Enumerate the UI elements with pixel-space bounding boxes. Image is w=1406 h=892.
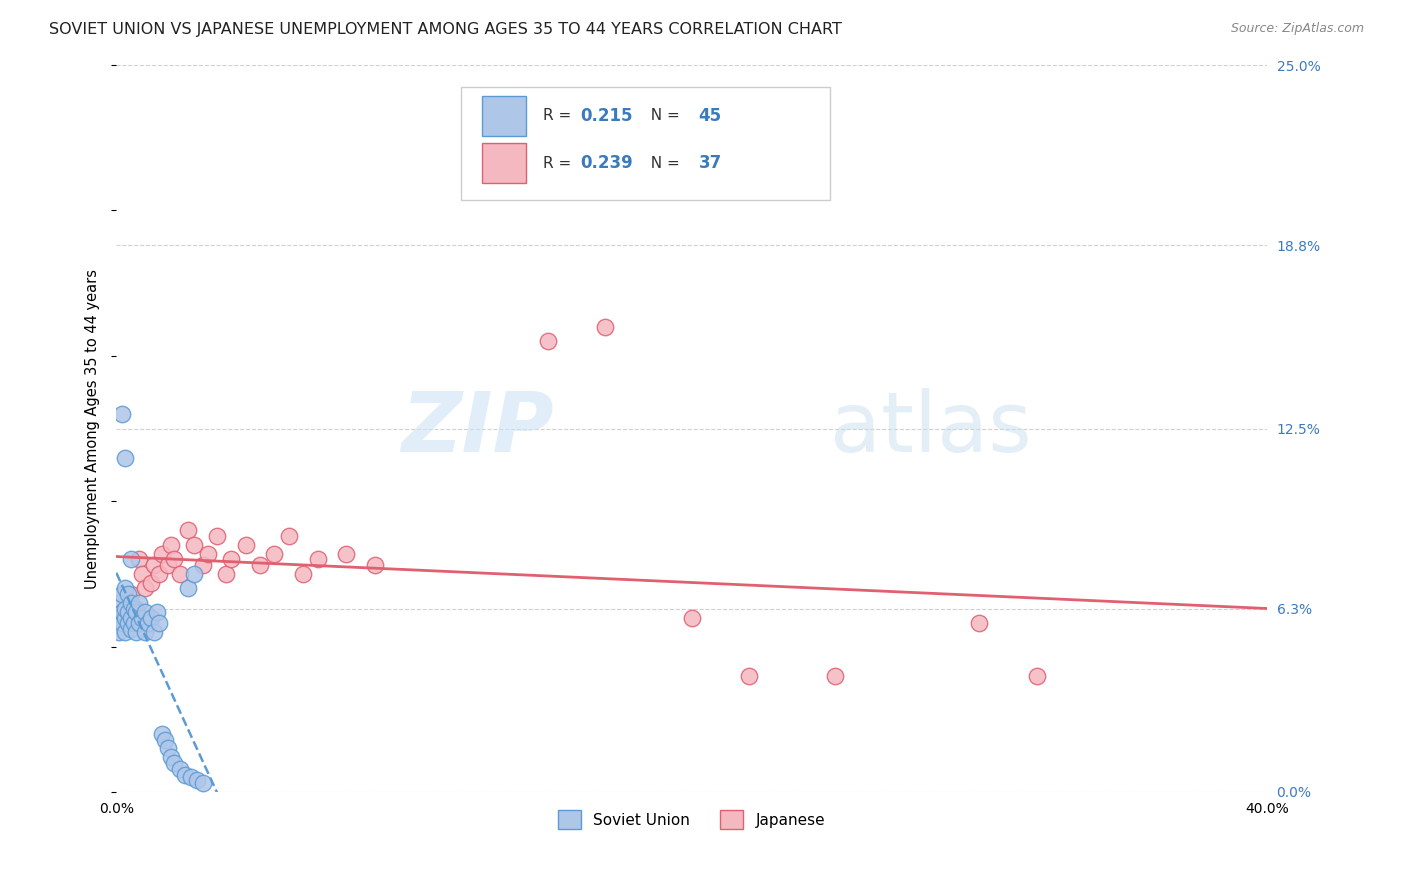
Point xyxy=(114,602,136,616)
Point xyxy=(111,407,134,421)
Point xyxy=(191,776,214,790)
Point xyxy=(335,547,357,561)
Point xyxy=(364,558,387,573)
Point xyxy=(307,552,329,566)
Point xyxy=(134,582,156,596)
Point xyxy=(128,552,150,566)
Text: Source: ZipAtlas.com: Source: ZipAtlas.com xyxy=(1230,22,1364,36)
Point xyxy=(738,668,761,682)
Legend: Soviet Union, Japanese: Soviet Union, Japanese xyxy=(551,805,831,835)
Point xyxy=(214,566,236,581)
Point xyxy=(153,732,176,747)
Text: 0.215: 0.215 xyxy=(579,107,633,125)
Point xyxy=(292,566,315,581)
Point xyxy=(169,762,191,776)
Point xyxy=(180,771,202,785)
Point xyxy=(136,616,159,631)
Point xyxy=(125,602,148,616)
Point xyxy=(125,605,148,619)
Point xyxy=(163,756,186,770)
FancyBboxPatch shape xyxy=(461,87,830,200)
Point xyxy=(148,616,170,631)
Bar xyxy=(482,96,526,136)
Point xyxy=(145,605,167,619)
Point xyxy=(120,610,142,624)
Point xyxy=(183,538,205,552)
Point xyxy=(174,767,197,781)
Point xyxy=(128,616,150,631)
Point xyxy=(150,547,173,561)
Point xyxy=(249,558,271,573)
Point xyxy=(108,610,131,624)
Text: N =: N = xyxy=(641,156,685,170)
Point xyxy=(150,727,173,741)
Point xyxy=(824,668,846,682)
Point xyxy=(108,596,131,610)
Point xyxy=(117,610,139,624)
Text: 45: 45 xyxy=(699,107,721,125)
Text: ZIP: ZIP xyxy=(401,388,554,469)
Text: 0.239: 0.239 xyxy=(579,154,633,172)
Point xyxy=(163,552,186,566)
Point xyxy=(537,334,560,349)
Point xyxy=(117,587,139,601)
Point xyxy=(134,625,156,640)
Point xyxy=(114,582,136,596)
Point xyxy=(142,558,165,573)
Text: atlas: atlas xyxy=(830,388,1032,469)
Point xyxy=(134,605,156,619)
Point xyxy=(186,773,208,788)
Point xyxy=(139,610,162,624)
Point xyxy=(277,529,299,543)
Point xyxy=(111,605,134,619)
Point xyxy=(967,616,990,631)
Point xyxy=(122,602,145,616)
Point xyxy=(111,616,134,631)
Point xyxy=(169,566,191,581)
Point xyxy=(120,552,142,566)
Text: SOVIET UNION VS JAPANESE UNEMPLOYMENT AMONG AGES 35 TO 44 YEARS CORRELATION CHAR: SOVIET UNION VS JAPANESE UNEMPLOYMENT AM… xyxy=(49,22,842,37)
Y-axis label: Unemployment Among Ages 35 to 44 years: Unemployment Among Ages 35 to 44 years xyxy=(86,268,100,589)
Point xyxy=(131,610,153,624)
Point xyxy=(681,610,703,624)
Point xyxy=(114,625,136,640)
Point xyxy=(148,566,170,581)
Point xyxy=(139,575,162,590)
Point xyxy=(177,582,200,596)
Point xyxy=(191,558,214,573)
Text: R =: R = xyxy=(543,109,576,123)
Point xyxy=(114,602,136,616)
Point xyxy=(177,523,200,537)
Point xyxy=(117,605,139,619)
Point xyxy=(160,750,183,764)
Point xyxy=(142,625,165,640)
Bar xyxy=(482,144,526,183)
Point xyxy=(120,596,142,610)
Point xyxy=(157,741,180,756)
Point xyxy=(183,566,205,581)
Point xyxy=(108,625,131,640)
Point xyxy=(120,622,142,636)
Point xyxy=(114,450,136,465)
Point xyxy=(131,566,153,581)
Point xyxy=(160,538,183,552)
Point xyxy=(111,587,134,601)
Point xyxy=(1025,668,1047,682)
Point xyxy=(125,625,148,640)
Point xyxy=(205,529,228,543)
Point xyxy=(114,610,136,624)
Point xyxy=(235,538,257,552)
Point xyxy=(157,558,180,573)
Point xyxy=(197,547,219,561)
Point xyxy=(117,616,139,631)
Point xyxy=(128,596,150,610)
Point xyxy=(122,616,145,631)
Text: N =: N = xyxy=(641,109,685,123)
Text: 37: 37 xyxy=(699,154,721,172)
Point xyxy=(221,552,243,566)
Point xyxy=(593,319,616,334)
Point xyxy=(263,547,285,561)
Point xyxy=(120,587,142,601)
Text: R =: R = xyxy=(543,156,576,170)
